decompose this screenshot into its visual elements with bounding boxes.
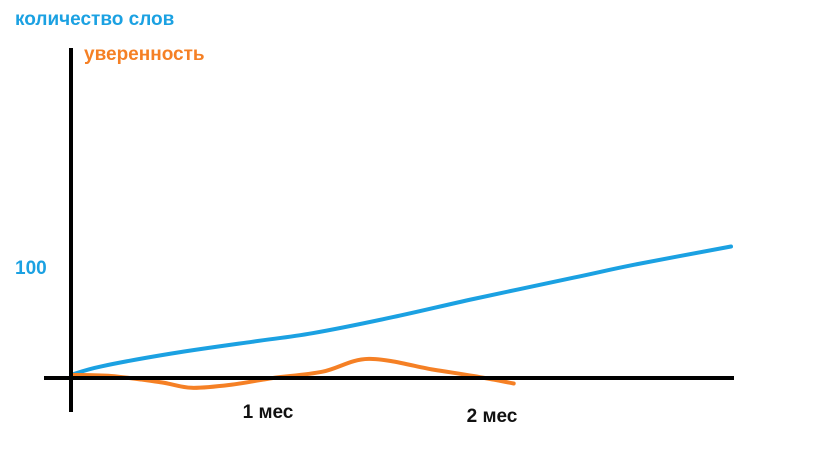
x-tick-label-2: 2 мес: [467, 406, 518, 427]
series-layer: [69, 244, 733, 390]
y-tick-label-1: 100: [15, 258, 47, 279]
series-line-confidence: [69, 356, 516, 390]
legend-label-words: количество слов: [15, 9, 174, 30]
tick-layer: 1 мес 2 мес 100: [15, 258, 518, 427]
series-line-words: [69, 244, 733, 377]
legend-label-confidence: уверенность: [84, 44, 205, 65]
x-tick-label-1: 1 мес: [243, 402, 294, 423]
legend: количество слов уверенность: [15, 9, 205, 65]
